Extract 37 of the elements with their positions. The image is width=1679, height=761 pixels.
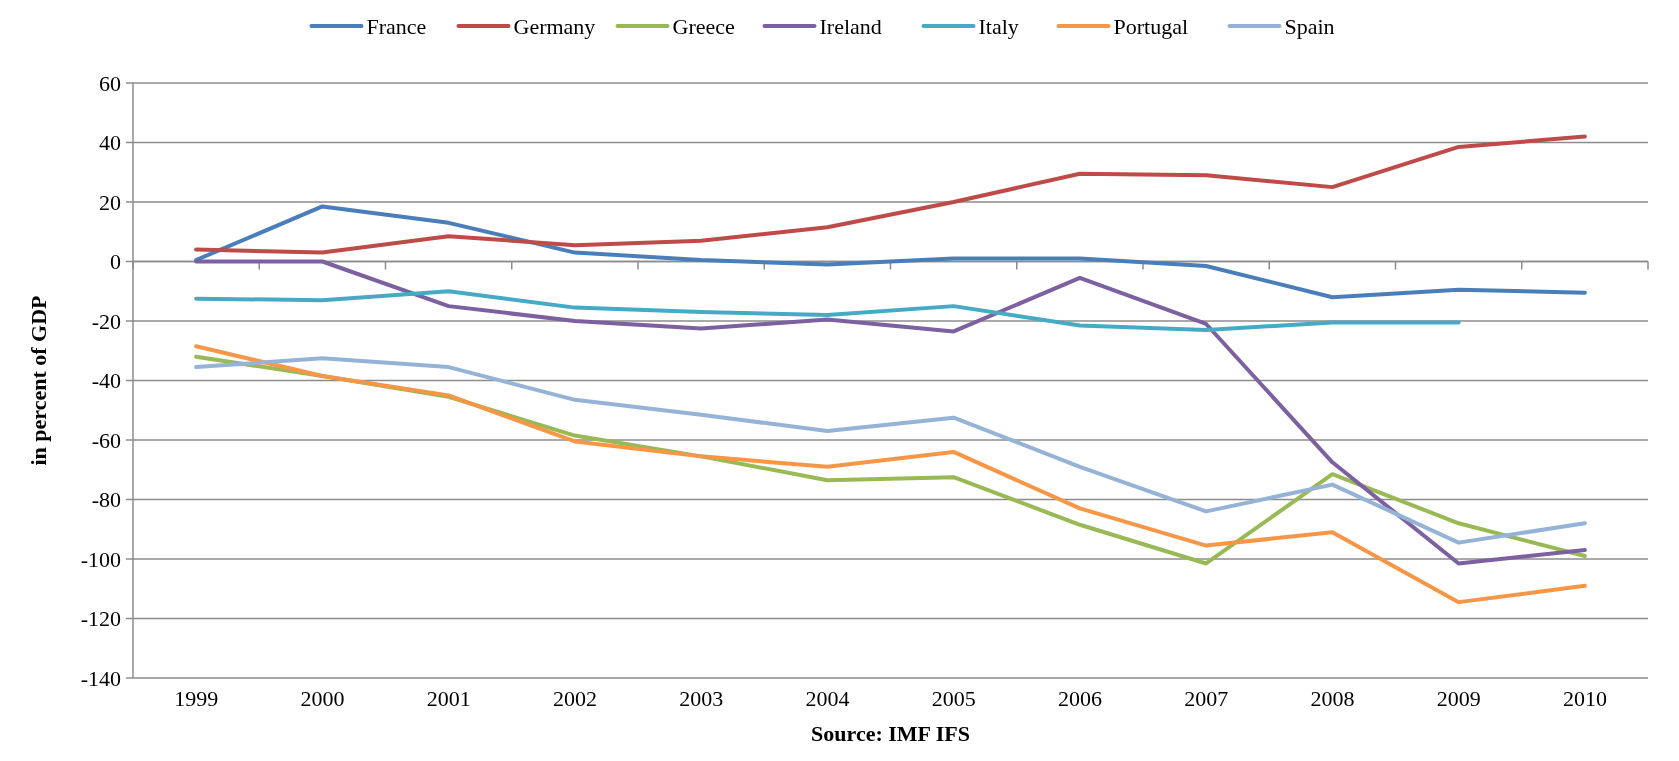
line-series [194, 289, 1461, 332]
line-series [194, 259, 1587, 566]
y-tick-label: 60 [99, 70, 121, 96]
x-tick-label: 2001 [426, 686, 471, 711]
legend-label: Germany [513, 13, 596, 39]
x-tick-label: 2008 [1310, 686, 1355, 711]
x-tick-label: 1999 [174, 686, 219, 711]
y-tick-label: -80 [91, 487, 121, 513]
legend-label: Italy [978, 13, 1019, 39]
y-axis-title: in percent of GDP [26, 295, 51, 466]
x-tick-label: 2007 [1184, 686, 1229, 711]
x-tick-label: 2009 [1436, 686, 1481, 711]
line-series [194, 344, 1587, 605]
x-tick-label: 2006 [1057, 686, 1102, 711]
y-tick-label: -40 [91, 368, 121, 394]
legend-label: Portugal [1113, 13, 1189, 39]
legend-label: Greece [672, 13, 735, 39]
x-tick-label: 2000 [300, 686, 345, 711]
y-tick-label: -120 [80, 606, 121, 632]
x-tick-label: 2010 [1562, 686, 1607, 711]
y-tick-label: 40 [99, 130, 121, 156]
legend-label: Spain [1284, 13, 1335, 39]
line-series [194, 204, 1587, 300]
y-tick-label: -60 [91, 427, 121, 453]
source-note: Source: IMF IFS [811, 721, 970, 746]
y-tick-label: 20 [99, 189, 121, 215]
x-tick-label: 2002 [552, 686, 597, 711]
x-tick-label: 2004 [805, 686, 850, 711]
x-tick-label: 2003 [679, 686, 724, 711]
legend-label: France [366, 13, 427, 39]
legend-label: Ireland [819, 13, 882, 39]
line-series [194, 134, 1587, 255]
y-tick-label: -100 [80, 546, 121, 572]
y-tick-label: -140 [80, 665, 121, 691]
y-tick-label: -20 [91, 308, 121, 334]
y-tick-label: 0 [110, 249, 121, 275]
x-tick-label: 2005 [931, 686, 976, 711]
